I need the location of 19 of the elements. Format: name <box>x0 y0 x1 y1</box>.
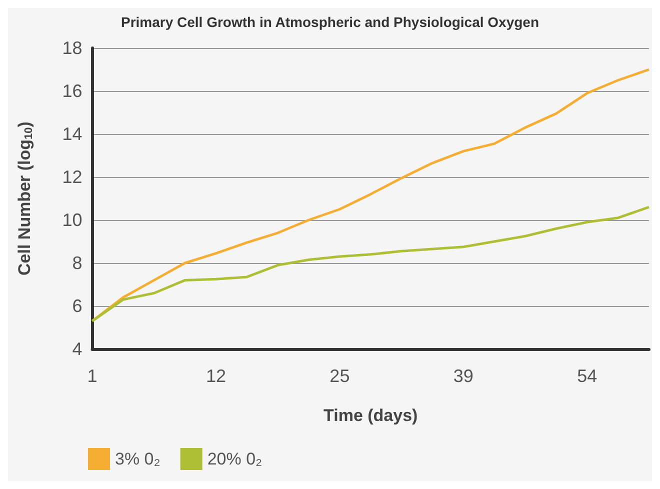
legend-label: 3% 0₂ <box>115 450 160 468</box>
chart-title: Primary Cell Growth in Atmospheric and Physiological Oxygen <box>120 14 540 30</box>
y-tick-label: 12 <box>62 167 82 187</box>
y-tick-label: 18 <box>62 38 82 58</box>
x-tick-label: 12 <box>206 366 226 386</box>
y-axis-title: Cell Number (log10) <box>15 122 35 276</box>
line-series <box>91 206 650 322</box>
y-tick-label: 14 <box>62 124 82 144</box>
x-tick-label: 39 <box>453 366 474 386</box>
y-tick-label: 8 <box>72 253 82 273</box>
y-tick-label: 4 <box>72 339 82 359</box>
y-tick-label: 10 <box>62 210 82 230</box>
x-axis-title: Time (days) <box>324 406 418 425</box>
x-tick-label: 54 <box>577 366 598 386</box>
x-tick-label: 1 <box>87 366 98 386</box>
y-tick-label: 6 <box>72 296 82 316</box>
y-tick-label: 16 <box>62 81 82 101</box>
legend-label: 20% 0₂ <box>207 450 262 468</box>
x-tick-label: 25 <box>330 366 350 386</box>
